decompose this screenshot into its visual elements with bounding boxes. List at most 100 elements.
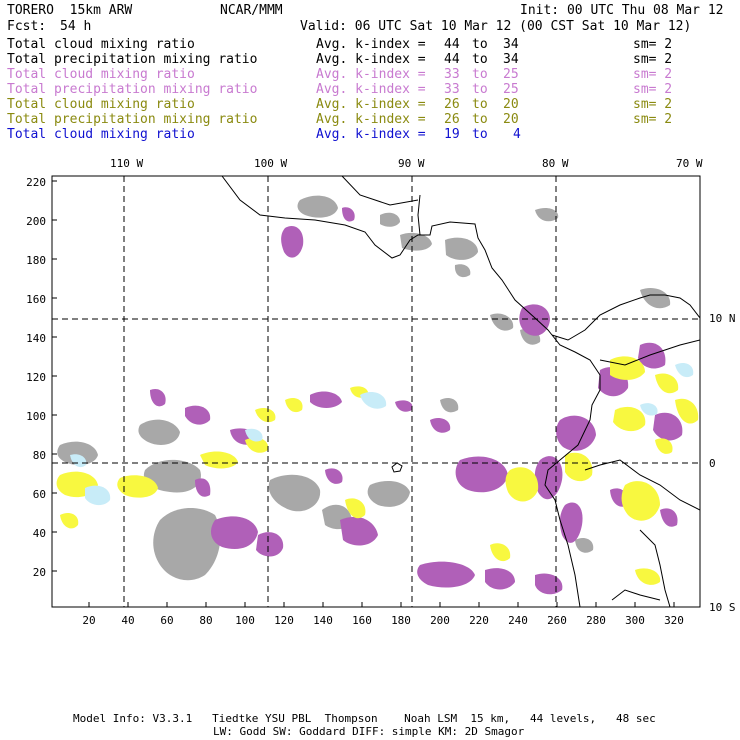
- y-tick-label: 160: [26, 293, 46, 306]
- x-tick-label: 320: [664, 614, 684, 627]
- y-tick-label: 220: [26, 176, 46, 189]
- legend-sm: sm= 2: [633, 52, 673, 67]
- y-tick-label: 60: [33, 488, 46, 501]
- legend-kindex-label: Avg. k-index =: [316, 37, 426, 52]
- legend-sm: sm= 2: [633, 67, 673, 82]
- legend-kindex-label: Avg. k-index =: [316, 52, 426, 67]
- legend-kindex-label: Avg. k-index =: [316, 127, 426, 142]
- legend-to-word: to: [472, 67, 488, 82]
- model-title: TORERO 15km ARW: [7, 3, 133, 18]
- legend-from: 33: [444, 82, 460, 97]
- x-tick-label: 20: [82, 614, 95, 627]
- legend-to-word: to: [472, 112, 488, 127]
- legend-kindex-label: Avg. k-index =: [316, 112, 426, 127]
- x-tick-label: 240: [508, 614, 528, 627]
- lon-label: 110 W: [110, 157, 143, 170]
- x-tick-label: 160: [352, 614, 372, 627]
- legend-field: Total precipitation mixing ratio: [7, 52, 258, 67]
- tick-marks: [52, 180, 675, 607]
- legend-to: 25: [503, 82, 519, 97]
- legend-from: 44: [444, 52, 460, 67]
- valid-time: Valid: 06 UTC Sat 10 Mar 12 (00 CST Sat …: [300, 19, 692, 34]
- legend-to-word: to: [472, 127, 488, 142]
- legend-from: 26: [444, 112, 460, 127]
- cloud-purple-regions: [150, 207, 683, 595]
- legend-row: Total cloud mixing ratio Avg. k-index = …: [7, 127, 521, 142]
- lat-label: 10 S: [709, 601, 736, 614]
- legend-field: Total cloud mixing ratio: [7, 37, 195, 52]
- legend-to: 20: [503, 112, 519, 127]
- y-tick-label: 80: [33, 449, 46, 462]
- lon-label: 100 W: [254, 157, 287, 170]
- lon-label: 80 W: [542, 157, 569, 170]
- init-time: Init: 00 UTC Thu 08 Mar 12: [520, 3, 724, 18]
- legend-to: 25: [503, 67, 519, 82]
- x-tick-label: 100: [235, 614, 255, 627]
- legend-to: 34: [503, 52, 519, 67]
- legend-kindex-label: Avg. k-index =: [316, 67, 426, 82]
- legend-kindex-label: Avg. k-index =: [316, 97, 426, 112]
- lon-label: 90 W: [398, 157, 425, 170]
- y-tick-label: 40: [33, 527, 46, 540]
- legend-to: 20: [503, 97, 519, 112]
- forecast-label: Fcst:: [7, 19, 47, 34]
- cloud-gray-regions: [57, 195, 671, 581]
- model-info: Model Info: V3.3.1 Tiedtke YSU PBL Thomp…: [73, 712, 656, 725]
- x-tick-label: 300: [625, 614, 645, 627]
- x-tick-label: 280: [586, 614, 606, 627]
- physics-info: LW: Godd SW: Goddard DIFF: simple KM: 2D…: [213, 725, 525, 738]
- legend-from: 44: [444, 37, 460, 52]
- legend-to-word: to: [472, 97, 488, 112]
- x-tick-label: 140: [313, 614, 333, 627]
- legend-to-word: to: [472, 52, 488, 67]
- legend-sm: sm= 2: [633, 112, 673, 127]
- y-tick-label: 120: [26, 371, 46, 384]
- cloud-lightblue-regions: [70, 363, 694, 506]
- cloud-yellow-regions: [56, 356, 699, 585]
- legend-row: Total precipitation mixing ratio Avg. k-…: [7, 82, 672, 97]
- legend-row: Total cloud mixing ratio Avg. k-index = …: [7, 37, 672, 52]
- legend-to-word: to: [472, 82, 488, 97]
- x-tick-label: 180: [391, 614, 411, 627]
- lat-label: 10 N: [709, 312, 736, 325]
- legend-field: Total cloud mixing ratio: [7, 67, 195, 82]
- y-tick-label: 140: [26, 332, 46, 345]
- legend-to: 34: [503, 37, 519, 52]
- legend-sm: sm= 2: [633, 37, 673, 52]
- plot-frame: [51, 175, 701, 608]
- legend-from: 33: [444, 67, 460, 82]
- legend-field: Total precipitation mixing ratio: [7, 112, 258, 127]
- legend-field: Total precipitation mixing ratio: [7, 82, 258, 97]
- legend-to: 4: [513, 127, 521, 142]
- legend-field: Total cloud mixing ratio: [7, 97, 195, 112]
- legend-row: Total precipitation mixing ratio Avg. k-…: [7, 52, 672, 67]
- latlon-grid: [52, 176, 700, 607]
- coastlines: [221, 176, 700, 607]
- x-tick-label: 260: [547, 614, 567, 627]
- legend-from: 19: [444, 127, 460, 142]
- y-tick-label: 100: [26, 410, 46, 423]
- legend-field: Total cloud mixing ratio: [7, 127, 195, 142]
- x-tick-label: 80: [199, 614, 212, 627]
- legend-sm: sm= 2: [633, 97, 673, 112]
- organization: NCAR/MMM: [220, 3, 283, 18]
- y-tick-label: 20: [33, 566, 46, 579]
- x-tick-label: 40: [121, 614, 134, 627]
- y-tick-label: 200: [26, 215, 46, 228]
- legend-to-word: to: [472, 37, 488, 52]
- legend-sm: sm= 2: [633, 82, 673, 97]
- legend-row: Total cloud mixing ratio Avg. k-index = …: [7, 97, 672, 112]
- x-tick-label: 120: [274, 614, 294, 627]
- legend-row: Total cloud mixing ratio Avg. k-index = …: [7, 67, 672, 82]
- lat-label: 0: [709, 457, 716, 470]
- x-tick-label: 200: [430, 614, 450, 627]
- x-tick-label: 220: [469, 614, 489, 627]
- legend-from: 26: [444, 97, 460, 112]
- x-tick-label: 60: [160, 614, 173, 627]
- lon-label: 70 W: [676, 157, 703, 170]
- forecast-hour: 54 h: [60, 19, 92, 34]
- legend-row: Total precipitation mixing ratio Avg. k-…: [7, 112, 672, 127]
- y-tick-label: 180: [26, 254, 46, 267]
- legend-kindex-label: Avg. k-index =: [316, 82, 426, 97]
